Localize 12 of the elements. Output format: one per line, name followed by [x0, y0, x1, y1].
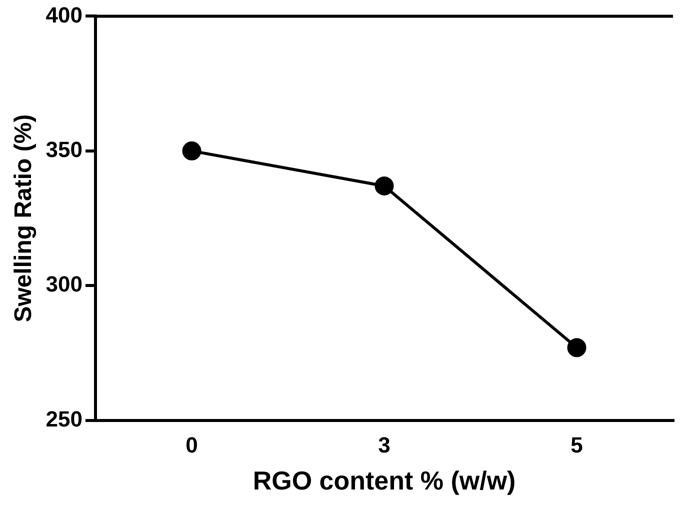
- point: [567, 338, 586, 358]
- y-tick-label: 300: [46, 272, 83, 297]
- y-tick-label: 250: [46, 406, 83, 432]
- x-axis-title: RGO content % (w/w): [252, 466, 516, 496]
- point: [182, 141, 202, 160]
- y-tick-label: 400: [46, 2, 83, 28]
- point: [374, 176, 394, 196]
- x-tick-label: 5: [570, 432, 583, 458]
- x-tick-label: 3: [378, 432, 390, 458]
- y-tick-label: 350: [46, 136, 83, 162]
- y-axis-title: Swelling Ratio (%): [10, 114, 38, 322]
- x-tick-label: 0: [186, 432, 198, 458]
